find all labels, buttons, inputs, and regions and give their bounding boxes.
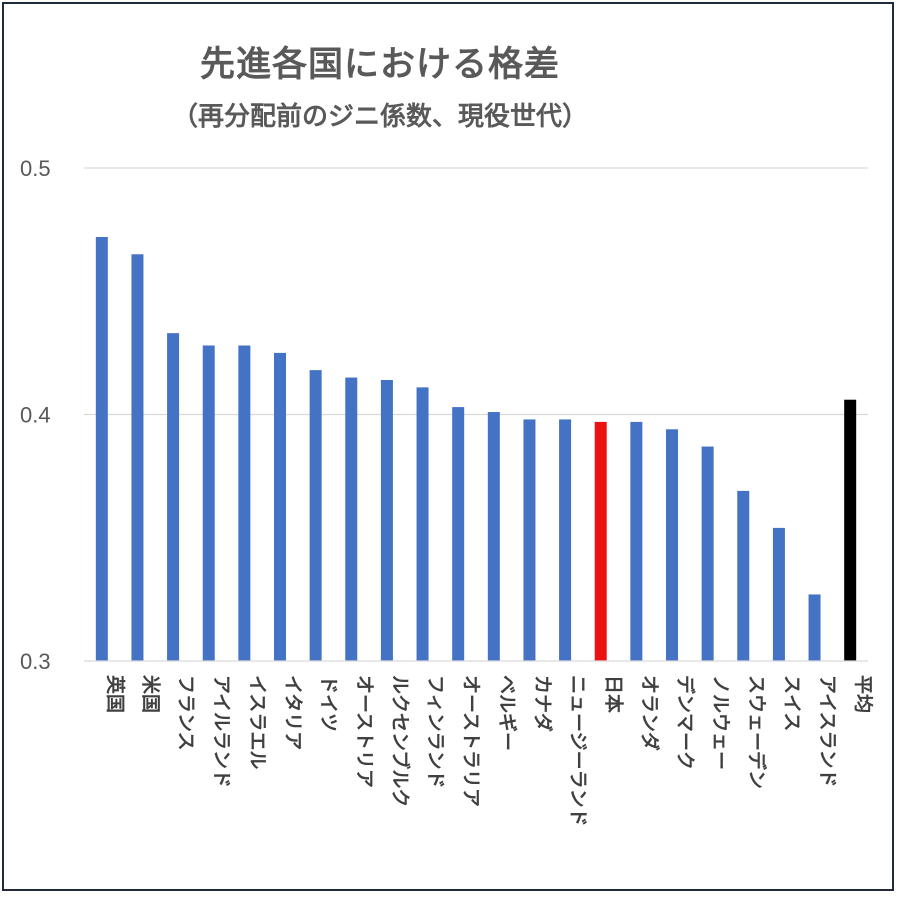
x-tick-label: アイルランド <box>211 675 233 788</box>
x-tick-label: ドイツ <box>318 675 340 732</box>
x-tick-label: アイスランド <box>817 675 839 787</box>
x-tick-label: スイス <box>781 675 803 731</box>
x-tick-label: 日本 <box>603 675 626 713</box>
x-tick-label: フランス <box>175 675 197 751</box>
bar <box>345 377 358 661</box>
y-tick-label: 0.5 <box>20 156 51 181</box>
x-tick-label: デンマーク <box>674 675 697 770</box>
bar <box>380 379 393 661</box>
bar <box>844 399 857 661</box>
x-tick-label: 平均 <box>852 675 875 713</box>
x-tick-label: ノルウェー <box>710 675 732 770</box>
bar <box>452 407 465 661</box>
x-tick-label: スウェーデン <box>745 675 768 789</box>
bar <box>487 412 500 661</box>
bar <box>772 527 785 661</box>
bar <box>309 370 322 661</box>
bar <box>131 254 144 661</box>
x-tick-label: オーストラリア <box>460 675 482 807</box>
bar <box>416 387 429 661</box>
bar <box>202 345 215 661</box>
x-tick-label: 英国 <box>104 675 127 713</box>
bar <box>238 345 251 661</box>
bar <box>701 446 714 661</box>
x-tick-label: フィンランド <box>425 675 447 789</box>
x-tick-label: イスラエル <box>246 675 268 769</box>
x-tick-label: カナダ <box>531 675 554 732</box>
x-tick-label: ベルギー <box>496 675 518 751</box>
bar <box>808 594 821 661</box>
bar <box>559 419 572 661</box>
y-tick-label: 0.3 <box>20 649 51 674</box>
bar <box>630 421 643 661</box>
bar <box>523 419 536 661</box>
bar <box>95 237 108 661</box>
x-tick-label: オランダ <box>638 675 661 751</box>
bar <box>594 421 607 661</box>
y-tick-label: 0.4 <box>20 403 51 428</box>
x-tick-label: イタリア <box>282 675 304 750</box>
bar <box>167 333 180 661</box>
bar <box>274 352 286 661</box>
bar <box>666 429 678 661</box>
bar <box>737 490 750 661</box>
x-tick-label: 米国 <box>139 675 162 713</box>
x-tick-label: ルクセンブルク <box>389 675 412 807</box>
chart-subtitle: （再分配前のジニ係数、現役世代） <box>171 102 588 132</box>
x-tick-label: ニュージーランド <box>567 675 589 827</box>
chart-title: 先進各国における格差 <box>199 45 560 85</box>
x-tick-label: オーストリア <box>353 675 375 788</box>
